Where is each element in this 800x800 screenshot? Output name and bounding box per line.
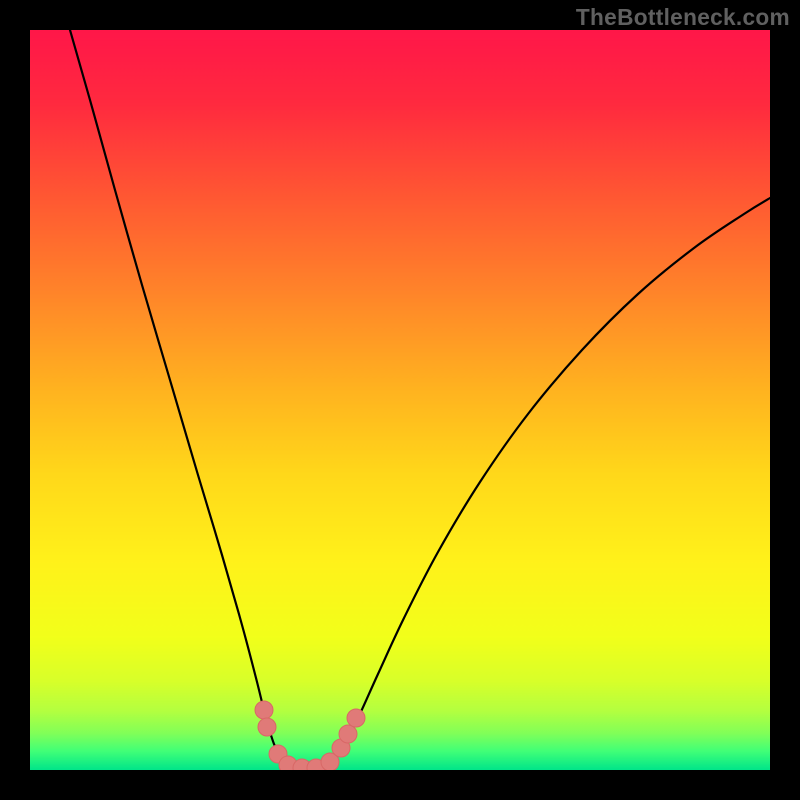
chart-container: TheBottleneck.com [0, 0, 800, 800]
watermark-text: TheBottleneck.com [576, 4, 790, 31]
bottleneck-curve [70, 30, 770, 770]
plot-area [30, 30, 770, 770]
data-marker [255, 701, 273, 719]
data-marker [258, 718, 276, 736]
data-marker [347, 709, 365, 727]
curve-overlay [30, 30, 770, 770]
data-marker [339, 725, 357, 743]
